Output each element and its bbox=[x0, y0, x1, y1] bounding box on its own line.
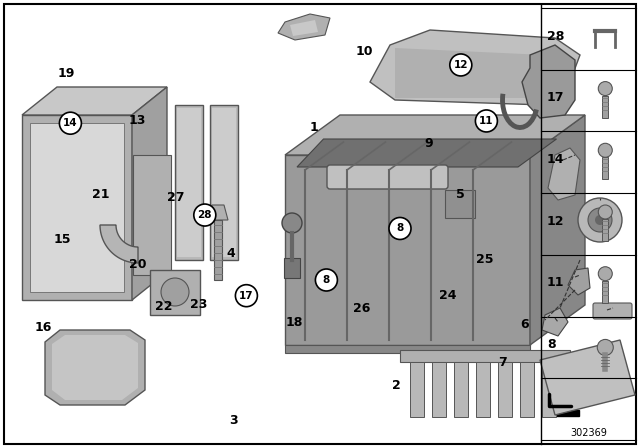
Circle shape bbox=[578, 198, 622, 242]
Circle shape bbox=[598, 82, 612, 95]
Text: 8: 8 bbox=[323, 275, 330, 285]
Text: 3: 3 bbox=[229, 414, 238, 427]
Text: 12: 12 bbox=[454, 60, 468, 70]
Polygon shape bbox=[45, 330, 145, 405]
Circle shape bbox=[450, 54, 472, 76]
Text: 21: 21 bbox=[92, 188, 110, 202]
FancyBboxPatch shape bbox=[327, 165, 448, 189]
Polygon shape bbox=[22, 87, 167, 115]
Polygon shape bbox=[395, 48, 545, 98]
Polygon shape bbox=[548, 148, 580, 200]
Polygon shape bbox=[285, 345, 530, 353]
Polygon shape bbox=[285, 155, 530, 345]
Text: 302369: 302369 bbox=[570, 428, 607, 438]
Polygon shape bbox=[22, 115, 132, 300]
Text: 20: 20 bbox=[129, 258, 147, 271]
Polygon shape bbox=[542, 308, 568, 336]
Text: 28: 28 bbox=[198, 210, 212, 220]
Text: 23: 23 bbox=[189, 298, 207, 311]
Circle shape bbox=[282, 213, 302, 233]
Circle shape bbox=[161, 278, 189, 306]
Circle shape bbox=[598, 205, 612, 219]
Text: 25: 25 bbox=[476, 253, 494, 267]
Bar bbox=[210, 105, 238, 260]
Text: 28: 28 bbox=[547, 30, 564, 43]
Circle shape bbox=[194, 204, 216, 226]
Bar bbox=[212, 108, 236, 257]
Text: 6: 6 bbox=[520, 318, 529, 332]
Text: 11: 11 bbox=[547, 276, 564, 289]
Text: 9: 9 bbox=[424, 137, 433, 150]
Text: 17: 17 bbox=[239, 291, 253, 301]
Bar bbox=[410, 362, 424, 417]
Text: 14: 14 bbox=[547, 153, 564, 166]
Bar bbox=[150, 270, 200, 315]
Polygon shape bbox=[370, 30, 580, 105]
Bar bbox=[445, 190, 475, 218]
Text: 1: 1 bbox=[309, 121, 318, 134]
Circle shape bbox=[598, 267, 612, 281]
Circle shape bbox=[598, 143, 612, 157]
Circle shape bbox=[595, 215, 605, 225]
Polygon shape bbox=[297, 139, 557, 167]
Text: 27: 27 bbox=[167, 190, 185, 204]
Polygon shape bbox=[522, 45, 575, 118]
Bar bbox=[432, 362, 446, 417]
Bar bbox=[476, 362, 490, 417]
Polygon shape bbox=[530, 115, 585, 345]
Polygon shape bbox=[30, 123, 124, 292]
Text: 11: 11 bbox=[479, 116, 493, 126]
Polygon shape bbox=[290, 20, 318, 36]
Polygon shape bbox=[548, 409, 579, 416]
Bar bbox=[400, 350, 570, 362]
Text: 14: 14 bbox=[63, 118, 77, 128]
Bar bbox=[520, 362, 534, 417]
FancyBboxPatch shape bbox=[593, 303, 632, 319]
Circle shape bbox=[476, 110, 497, 132]
Bar bbox=[542, 362, 556, 417]
Bar bbox=[175, 105, 203, 260]
Polygon shape bbox=[285, 115, 585, 155]
Text: 16: 16 bbox=[35, 320, 52, 334]
Bar bbox=[602, 95, 608, 117]
Circle shape bbox=[60, 112, 81, 134]
Text: 8: 8 bbox=[547, 338, 556, 351]
Polygon shape bbox=[52, 335, 138, 400]
Bar bbox=[602, 219, 608, 241]
Text: 17: 17 bbox=[547, 91, 564, 104]
Polygon shape bbox=[278, 14, 330, 40]
Text: 22: 22 bbox=[155, 300, 173, 314]
Circle shape bbox=[389, 217, 411, 240]
Bar bbox=[454, 362, 468, 417]
Polygon shape bbox=[540, 340, 635, 415]
Text: 18: 18 bbox=[285, 316, 303, 329]
Polygon shape bbox=[568, 268, 590, 295]
Bar bbox=[602, 281, 608, 303]
Text: 8: 8 bbox=[396, 224, 404, 233]
Text: 15: 15 bbox=[53, 233, 71, 246]
Polygon shape bbox=[132, 87, 167, 300]
Circle shape bbox=[597, 340, 613, 355]
Polygon shape bbox=[100, 225, 138, 263]
Polygon shape bbox=[208, 205, 228, 220]
Bar bbox=[177, 108, 201, 257]
Bar bbox=[284, 258, 300, 278]
Text: 2: 2 bbox=[392, 379, 401, 392]
Bar bbox=[133, 155, 171, 275]
Text: 4: 4 bbox=[226, 246, 235, 260]
Text: 13: 13 bbox=[129, 114, 147, 128]
Text: 26: 26 bbox=[353, 302, 371, 315]
Text: 24: 24 bbox=[439, 289, 457, 302]
Text: 12: 12 bbox=[547, 215, 564, 228]
Bar bbox=[498, 362, 512, 417]
Circle shape bbox=[316, 269, 337, 291]
Circle shape bbox=[588, 208, 612, 232]
Bar bbox=[214, 220, 222, 280]
Text: 19: 19 bbox=[57, 67, 75, 81]
Text: 5: 5 bbox=[456, 188, 465, 202]
Text: 10: 10 bbox=[356, 45, 374, 58]
Text: 7: 7 bbox=[498, 356, 507, 370]
Bar bbox=[602, 157, 608, 179]
Circle shape bbox=[236, 284, 257, 307]
